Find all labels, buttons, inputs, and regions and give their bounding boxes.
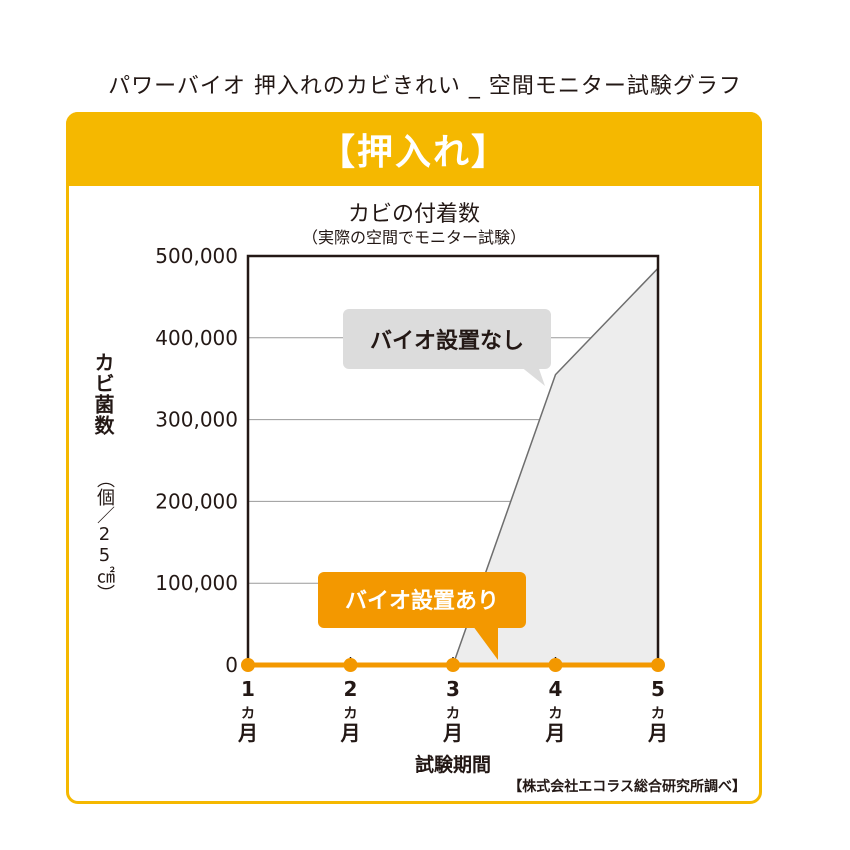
page-title: パワーバイオ 押入れのカビきれい _ 空間モニター試験グラフ bbox=[108, 74, 742, 99]
y-axis-label: カビ菌数 bbox=[91, 352, 115, 436]
x-tick-label: 1 カ月 bbox=[237, 677, 258, 745]
y-tick-label: 100,000 bbox=[155, 571, 238, 595]
callout-pointer-without-bio bbox=[520, 366, 545, 386]
x-tick-label: 2 カ月 bbox=[340, 677, 361, 745]
x-tick-label: 4 カ月 bbox=[545, 677, 566, 745]
source-note: 【株式会社エコラス総合研究所調べ】 bbox=[508, 779, 746, 795]
y-tick-label: 400,000 bbox=[155, 326, 238, 350]
callout-with-bio bbox=[318, 572, 526, 628]
series-point-with-bio bbox=[548, 658, 563, 672]
x-axis-label: 試験期間 bbox=[414, 754, 491, 776]
chart-title: カビの付着数 bbox=[347, 202, 480, 227]
series-point-with-bio bbox=[446, 658, 460, 672]
x-tick-label: 3 カ月 bbox=[442, 677, 463, 745]
series-point-with-bio bbox=[651, 658, 665, 672]
series-point-with-bio bbox=[241, 658, 255, 672]
callout-without-bio bbox=[343, 309, 551, 369]
y-tick-label: 0 bbox=[225, 653, 238, 677]
y-tick-label: 300,000 bbox=[155, 408, 238, 432]
callout-label-with-bio: バイオ設置あり bbox=[345, 588, 499, 614]
x-tick-label: 5 カ月 bbox=[647, 677, 668, 745]
y-axis-unit: （個／25㎠） bbox=[94, 470, 115, 602]
chart-subtitle: （実際の空間でモニター試験） bbox=[301, 228, 526, 247]
y-tick-label: 500,000 bbox=[155, 244, 238, 268]
card-header: 【押入れ】 bbox=[66, 112, 762, 186]
callout-pointer-with-bio bbox=[470, 622, 498, 660]
series-area-without-bio bbox=[248, 268, 658, 665]
series-point-with-bio bbox=[343, 658, 358, 672]
y-tick-label: 200,000 bbox=[155, 489, 238, 513]
callout-label-without-bio: バイオ設置なし bbox=[370, 328, 524, 354]
